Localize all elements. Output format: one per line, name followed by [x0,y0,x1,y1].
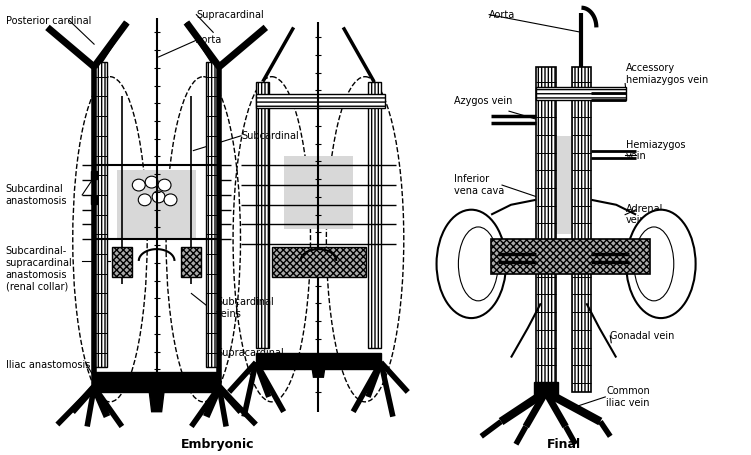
Text: Embryonic: Embryonic [180,438,254,451]
Ellipse shape [626,210,695,318]
Ellipse shape [436,210,506,318]
Text: Accessory
hemiazygos vein: Accessory hemiazygos vein [626,63,708,85]
Ellipse shape [164,194,177,206]
Polygon shape [534,382,558,397]
Text: Aorta: Aorta [196,35,222,45]
Polygon shape [94,372,219,392]
Text: Posterior cardinal: Posterior cardinal [6,15,91,25]
Ellipse shape [458,227,498,301]
Polygon shape [91,171,97,179]
Polygon shape [149,387,164,412]
Text: Aorta: Aorta [489,10,515,20]
Bar [535,136,591,234]
Text: Supracardinal: Supracardinal [216,348,284,358]
Bar [491,239,650,274]
Text: Inferior
vena cava: Inferior vena cava [454,174,505,196]
Bar [572,67,591,392]
Bar [284,156,353,229]
Text: Adrenal
vein: Adrenal vein [626,204,663,225]
Ellipse shape [634,227,674,301]
Bar [256,95,385,108]
Bar [368,81,381,348]
Bar [535,67,556,392]
Bar [207,62,219,367]
Text: Azygos vein: Azygos vein [454,96,513,106]
Bar [112,247,132,277]
Text: Supracardinal: Supracardinal [196,10,264,20]
Text: Gonadal vein: Gonadal vein [611,331,674,341]
Bar [182,247,201,277]
Text: Subcardinal-
supracardinal
anastomosis
(renal collar): Subcardinal- supracardinal anastomosis (… [6,247,73,291]
Polygon shape [310,358,327,377]
Text: Iliac anastomosis: Iliac anastomosis [6,360,90,370]
Bar [272,247,366,277]
Bar [117,170,196,239]
Ellipse shape [138,194,151,206]
Ellipse shape [158,179,171,191]
Polygon shape [91,196,97,204]
Ellipse shape [145,176,158,188]
Bar [256,81,269,348]
Ellipse shape [132,179,145,191]
Text: Subcardinal
anastomosis: Subcardinal anastomosis [6,184,68,206]
Text: Final: Final [547,438,581,451]
Polygon shape [256,353,381,369]
Text: Renal vein: Renal vein [626,269,677,279]
Text: Hemiazygos
vein: Hemiazygos vein [626,140,686,162]
Bar [94,62,107,367]
Text: Common
iliac vein: Common iliac vein [606,386,650,408]
Ellipse shape [152,191,165,203]
Bar [535,86,626,100]
Text: Subcardinal: Subcardinal [241,131,299,141]
Text: Subcardinal
veins: Subcardinal veins [216,298,274,319]
